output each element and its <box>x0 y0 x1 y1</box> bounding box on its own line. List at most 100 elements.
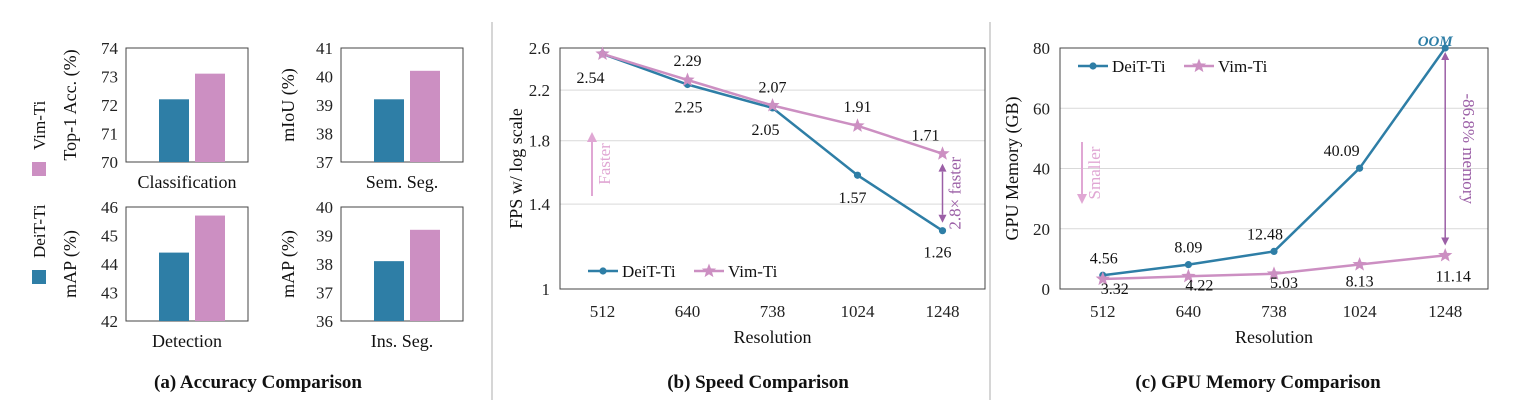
legend-label-deit: DeiT-Ti <box>30 204 49 258</box>
data-label: 1.57 <box>839 190 867 207</box>
y-axis-label: mIoU (%) <box>278 68 299 141</box>
data-label: 12.48 <box>1247 226 1283 243</box>
x-axis-label: Sem. Seg. <box>366 172 439 192</box>
x-axis-label: Ins. Seg. <box>371 331 434 351</box>
y-axis-label: mAP (%) <box>60 230 81 298</box>
bar-vim <box>195 215 225 321</box>
data-label: 1.26 <box>924 245 952 262</box>
y-tick-label: 42 <box>101 312 118 331</box>
y-tick-label: 44 <box>101 255 119 274</box>
y-tick-label: 60 <box>1033 99 1050 118</box>
legend: DeiT-Ti Vim-Ti <box>588 262 778 281</box>
data-label: 1.91 <box>844 99 872 116</box>
legend-label-deit: DeiT-Ti <box>1112 57 1166 76</box>
y-tick-label: 41 <box>316 39 333 58</box>
y-tick-label: 1 <box>542 280 551 299</box>
y-tick-label: 73 <box>101 68 118 87</box>
y-tick-label: 2.2 <box>529 81 550 100</box>
x-tick-label: 738 <box>760 302 786 321</box>
bar-chart-classification: 70 71 72 73 74 Classification Top-1 Acc. (%) <box>60 39 249 192</box>
bar-deit <box>159 252 189 321</box>
point-deit <box>1270 247 1278 256</box>
y-tick-label: 80 <box>1033 39 1050 58</box>
plot-frame <box>1059 47 1489 290</box>
faster-arrowhead <box>587 132 597 142</box>
data-label: 3.32 <box>1101 281 1129 298</box>
x-tick-label: 512 <box>1090 302 1116 321</box>
y-tick-label: 39 <box>316 96 333 115</box>
y-tick-label: 1.8 <box>529 132 550 151</box>
point-deit <box>1356 164 1364 172</box>
bar-vim <box>410 229 440 321</box>
y-tick-label: 74 <box>101 39 119 58</box>
data-label: 11.14 <box>1435 268 1470 285</box>
legend-marker-vim <box>1191 58 1207 73</box>
point-vim <box>680 72 695 87</box>
bar-chart-semseg: 37 38 39 40 41 Sem. Seg. mIoU (%) <box>278 39 464 192</box>
legend-marker-deit <box>599 267 607 275</box>
bar-deit <box>374 261 404 321</box>
smaller-arrowhead <box>1077 194 1087 204</box>
x-tick-label: 1024 <box>841 302 876 321</box>
data-label: 4.56 <box>1090 250 1118 267</box>
bar-chart-insseg: 36 37 38 39 40 Ins. Seg. mAP (%) <box>278 198 464 351</box>
caption-memory: (c) GPU Memory Comparison <box>1135 372 1381 393</box>
data-label: 2.54 <box>577 70 605 87</box>
legend-label-vim: Vim-Ti <box>30 100 49 150</box>
y-tick-label: 43 <box>101 284 118 303</box>
data-label: 40.09 <box>1324 143 1360 160</box>
caption-speed: (b) Speed Comparison <box>667 372 849 393</box>
legend-accuracy: Vim-Ti DeiT-Ti <box>30 100 49 284</box>
legend-swatch-deit <box>32 270 46 284</box>
data-label: 4.22 <box>1185 277 1213 294</box>
y-tick-label: 45 <box>101 227 118 246</box>
x-tick-label: 640 <box>1176 302 1202 321</box>
y-tick-label: 46 <box>101 198 118 217</box>
y-tick-label: 20 <box>1033 220 1050 239</box>
faster-annotation: Faster <box>595 143 614 185</box>
caption-accuracy: (a) Accuracy Comparison <box>154 372 362 393</box>
memory-chart: 0 20 40 60 80 512 640 738 1024 1248 Resolution GPU … <box>1002 34 1489 347</box>
bar-vim <box>195 73 225 162</box>
y-tick-label: 38 <box>316 255 333 274</box>
memory-arrowhead-top <box>1441 52 1450 60</box>
bar-deit <box>374 99 404 162</box>
legend-label-vim: Vim-Ti <box>1218 57 1268 76</box>
x-tick-label: 738 <box>1261 302 1287 321</box>
memory-annotation: -86.8% memory <box>1459 93 1478 204</box>
x-tick-label: 1248 <box>926 302 960 321</box>
oom-label: OOM <box>1418 34 1454 50</box>
data-label: 1.71 <box>912 128 940 145</box>
point-vim <box>1181 268 1196 283</box>
legend-marker-deit <box>1089 62 1097 70</box>
x-tick-label: 1248 <box>1428 302 1462 321</box>
y-tick-label: 38 <box>316 125 333 144</box>
point-vim <box>1352 257 1367 271</box>
x-axis-label: Detection <box>152 331 222 351</box>
x-tick-label: 1024 <box>1343 302 1378 321</box>
data-label: 2.29 <box>674 53 702 70</box>
x-tick-label: 640 <box>675 302 701 321</box>
data-label: 8.13 <box>1346 274 1374 291</box>
point-vim <box>1266 266 1282 280</box>
point-vim <box>935 146 950 160</box>
y-axis-label: Top-1 Acc. (%) <box>60 49 81 160</box>
data-label: 2.05 <box>752 122 780 139</box>
legend-swatch-vim <box>32 162 46 176</box>
point-vim <box>850 118 865 132</box>
bar-deit <box>159 99 189 162</box>
y-tick-label: 40 <box>316 198 333 217</box>
y-tick-label: 70 <box>101 153 118 172</box>
bar-chart-detection: 42 43 44 45 46 Detection mAP (%) <box>60 198 249 351</box>
point-deit <box>853 171 862 179</box>
legend-label-deit: DeiT-Ti <box>622 262 676 281</box>
y-tick-label: 40 <box>1033 160 1050 179</box>
x-tick-label: 512 <box>590 302 616 321</box>
speed-chart: 1 1.4 1.8 2.2 2.6 512 640 738 1024 1248 Resolution… <box>506 39 986 347</box>
y-tick-label: 40 <box>316 68 333 87</box>
point-deit <box>1184 261 1192 269</box>
smaller-annotation: Smaller <box>1085 146 1104 199</box>
y-axis-label: FPS w/ log scale <box>506 108 526 229</box>
